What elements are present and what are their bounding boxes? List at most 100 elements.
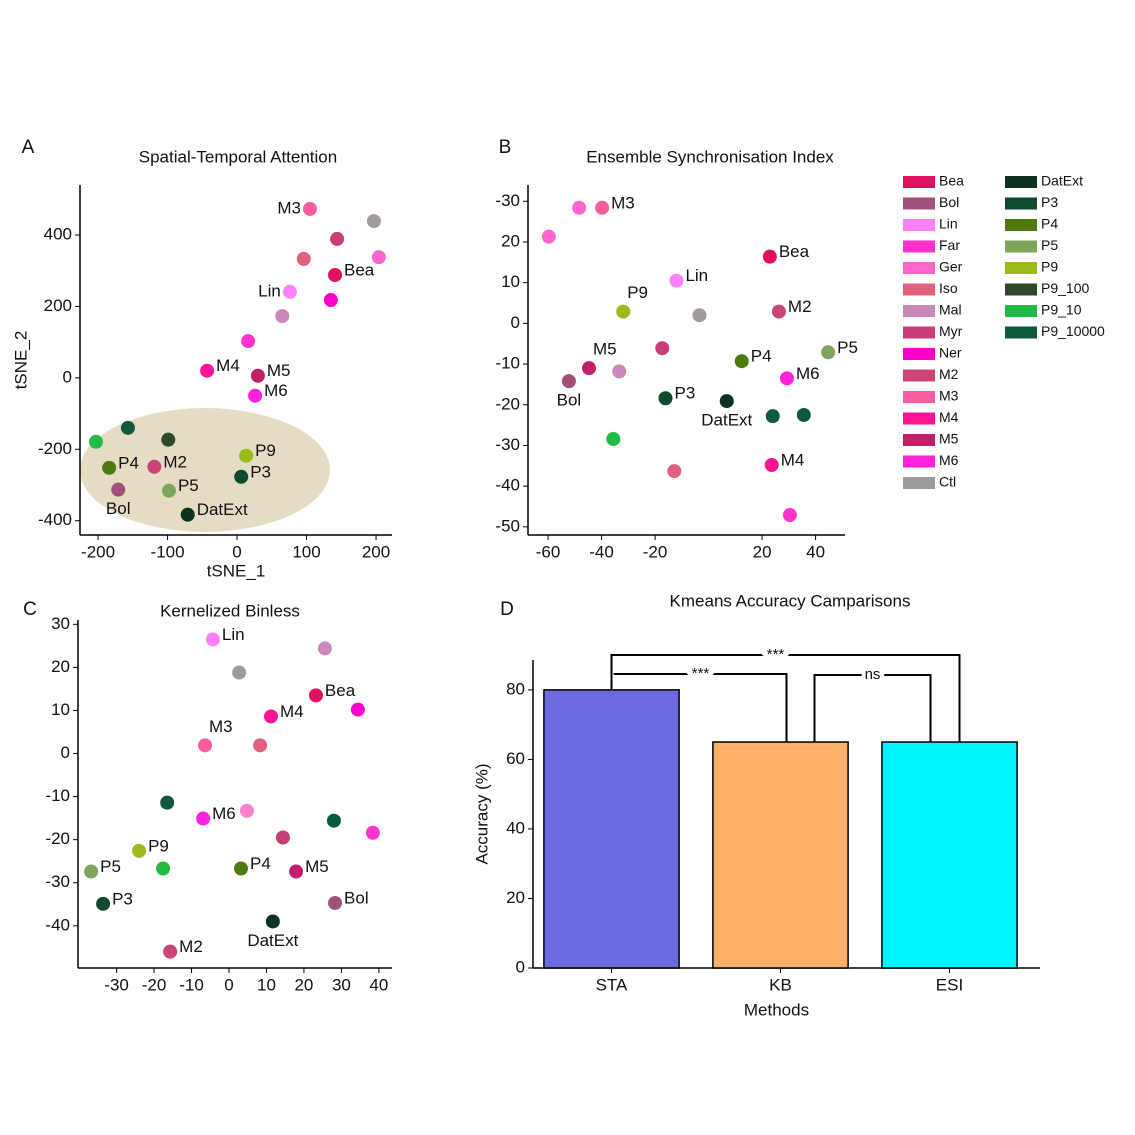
legend-swatch	[903, 369, 935, 382]
x-tick-label: STA	[596, 975, 628, 994]
x-axis-label: Methods	[744, 1000, 809, 1019]
point	[163, 944, 178, 959]
bar	[712, 741, 849, 969]
y-tick-label: 0	[61, 743, 70, 762]
point-label: M5	[267, 361, 291, 380]
point	[200, 363, 215, 378]
point-label: P5	[100, 857, 121, 876]
point	[265, 914, 280, 929]
x-tick-label: 20	[294, 975, 313, 994]
point-label: Bea	[779, 242, 810, 261]
point-label: M2	[163, 452, 187, 471]
point	[239, 803, 254, 818]
point-label: P4	[751, 347, 772, 366]
point-label: Bea	[344, 260, 375, 279]
panel-letter: C	[23, 599, 37, 620]
point	[253, 738, 268, 753]
legend-label: M4	[939, 409, 959, 425]
y-tick-label: -30	[45, 872, 70, 891]
legend-swatch	[1005, 176, 1037, 188]
point	[180, 507, 195, 522]
y-tick-label: -10	[495, 354, 520, 373]
point-label: Bol	[106, 499, 131, 518]
point-label: Bol	[344, 888, 369, 907]
point-label: M6	[264, 381, 288, 400]
x-tick-label: -20	[142, 975, 167, 994]
legend-swatch	[903, 197, 935, 210]
significance-bracket	[610, 654, 961, 743]
point-label: DatExt	[197, 500, 248, 519]
point	[263, 709, 278, 724]
x-tick-label: 100	[292, 542, 320, 561]
point-label: M4	[216, 356, 240, 375]
point	[88, 434, 103, 449]
point	[595, 200, 610, 215]
x-tick-label: 40	[369, 975, 388, 994]
legend-swatch	[1005, 262, 1037, 274]
legend-label: M2	[939, 366, 959, 382]
point	[156, 861, 171, 876]
panel-letter: B	[499, 137, 512, 158]
x-tick-label: 0	[232, 542, 241, 561]
cluster-highlight	[80, 408, 330, 532]
legend-label: M6	[939, 452, 959, 468]
y-axis-label: tSNE_2	[11, 331, 30, 390]
point-label: P4	[250, 854, 271, 873]
y-tick-label: 400	[44, 224, 72, 243]
point	[296, 251, 311, 266]
legend-swatch	[903, 348, 935, 360]
y-tick-label: 0	[516, 957, 525, 976]
significance-label: ns	[865, 666, 881, 683]
x-tick-label: -20	[643, 542, 668, 561]
point	[275, 309, 290, 324]
point	[612, 364, 627, 379]
point-label: M6	[796, 364, 820, 383]
y-tick-label: 30	[51, 614, 70, 633]
point-label: M5	[593, 340, 617, 359]
point	[205, 632, 220, 647]
legend-label: P5	[1041, 237, 1058, 253]
point-label: P9	[255, 441, 276, 460]
legend-label: P9_10	[1041, 302, 1082, 318]
legend-label: M5	[939, 431, 959, 447]
x-tick-label: -10	[179, 975, 204, 994]
point	[541, 229, 556, 244]
point-label: M4	[781, 450, 805, 469]
legend-swatch	[903, 477, 935, 489]
point	[239, 448, 254, 463]
legend-swatch	[903, 412, 935, 425]
point	[371, 250, 386, 265]
legend-label: Bea	[939, 173, 964, 189]
chart-title: Kernelized Binless	[160, 601, 300, 620]
point-label: P4	[118, 453, 139, 472]
x-tick-label: ESI	[936, 975, 963, 994]
legend-label: Bol	[939, 194, 959, 210]
point	[96, 896, 111, 911]
legend-swatch	[903, 240, 935, 253]
panel-letter: A	[22, 137, 35, 158]
point	[308, 688, 323, 703]
y-tick-label: 20	[501, 231, 520, 250]
legend-swatch	[1005, 240, 1037, 253]
point	[328, 268, 343, 282]
chart-title: Kmeans Accuracy Camparisons	[670, 591, 911, 610]
point	[326, 813, 341, 828]
point	[606, 431, 621, 446]
point	[734, 354, 749, 369]
point-label: P3	[250, 462, 271, 481]
point	[196, 811, 211, 826]
point	[572, 200, 587, 215]
y-tick-label: -400	[38, 510, 72, 529]
point	[328, 895, 343, 910]
significance-bracket	[613, 673, 788, 743]
point-label: M5	[305, 857, 329, 876]
legend-swatch	[903, 176, 935, 188]
legend-swatch	[903, 283, 935, 296]
significance-label: ***	[692, 665, 710, 682]
point	[692, 308, 707, 323]
x-tick-label: -200	[81, 542, 115, 561]
y-axis-label: Accuracy (%)	[472, 763, 491, 864]
point	[147, 459, 162, 474]
y-tick-label: 0	[63, 367, 72, 386]
